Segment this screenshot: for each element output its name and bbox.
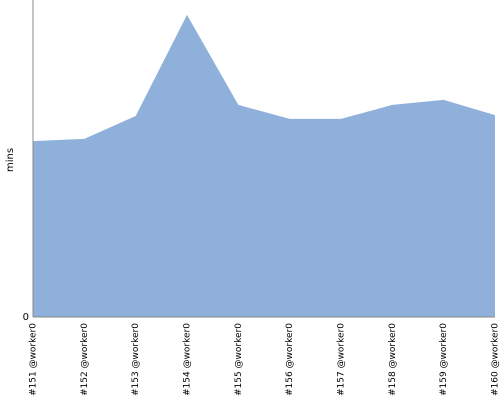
x-tick-label: #155 @worker0	[234, 323, 244, 396]
y-axis-label: mins	[5, 148, 16, 172]
x-tick-label: #158 @worker0	[388, 323, 398, 396]
x-tick-label: #157 @worker0	[337, 323, 347, 396]
x-tick-label: #159 @worker0	[439, 323, 449, 396]
area	[33, 14, 495, 318]
x-tick-label: #154 @worker0	[183, 323, 193, 396]
x-tick-label: #153 @worker0	[131, 323, 141, 396]
x-tick-label: #151 @worker0	[29, 323, 39, 396]
y-tick-label: 0	[23, 312, 29, 323]
x-tick-label: #156 @worker0	[285, 323, 295, 396]
x-tick-label: #152 @worker0	[80, 323, 90, 396]
x-tick-label: #160 @worker0	[491, 323, 500, 396]
